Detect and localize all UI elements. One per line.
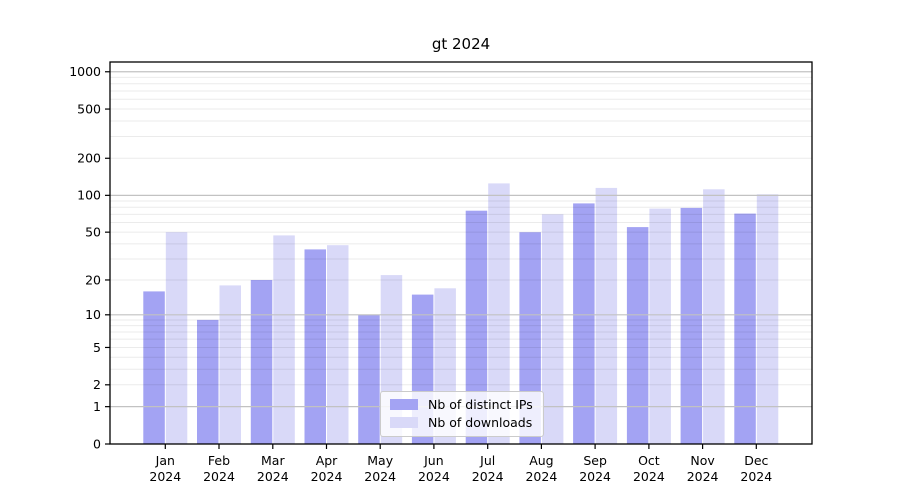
y-tick-label: 10	[85, 307, 101, 322]
bar-distinct-ips-feb	[197, 319, 219, 444]
x-tick-label-year: 2024	[579, 469, 611, 484]
bar-distinct-ips-jan	[143, 291, 165, 444]
bar-distinct-ips-jul	[465, 210, 488, 444]
x-tick-label-year: 2024	[525, 469, 557, 484]
x-tick-label-year: 2024	[740, 469, 772, 484]
bar-downloads-jan	[165, 232, 188, 444]
x-tick-label-month: Dec	[744, 453, 768, 468]
bar-distinct-ips-dec	[734, 213, 756, 444]
bar-downloads-dec	[756, 194, 779, 444]
x-tick-label-month: Apr	[316, 453, 338, 468]
x-tick-label-month: Feb	[208, 453, 230, 468]
y-tick-label: 50	[85, 225, 101, 240]
x-tick-label-year: 2024	[203, 469, 235, 484]
y-tick-label: 2	[93, 377, 101, 392]
y-tick-label: 1000	[69, 64, 101, 79]
x-tick-label-year: 2024	[418, 469, 450, 484]
legend-swatch	[390, 417, 418, 428]
y-tick-label: 100	[77, 188, 101, 203]
x-tick-label-month: Jan	[155, 453, 175, 468]
x-tick-label-year: 2024	[311, 469, 343, 484]
legend-label: Nb of downloads	[428, 415, 533, 430]
x-tick-label-year: 2024	[687, 469, 719, 484]
bar-distinct-ips-may	[358, 314, 380, 444]
legend-item-distinct-ips: Nb of distinct IPs	[390, 397, 533, 412]
y-tick-label: 20	[85, 272, 101, 287]
x-tick-label-month: Aug	[529, 453, 553, 468]
x-tick-label-year: 2024	[364, 469, 396, 484]
x-tick-label-year: 2024	[472, 469, 504, 484]
x-tick-label-month: Jul	[479, 453, 495, 468]
bar-downloads-nov	[703, 189, 725, 444]
bar-distinct-ips-apr	[304, 249, 326, 444]
bar-distinct-ips-nov	[680, 207, 703, 444]
legend-item-downloads: Nb of downloads	[390, 415, 533, 430]
legend-swatch	[390, 399, 418, 410]
plot-frame	[109, 61, 813, 445]
chart-title: gt 2024	[431, 35, 491, 53]
y-tick-label: 200	[77, 151, 101, 166]
legend: Nb of distinct IPs Nb of downloads	[380, 391, 544, 437]
y-tick-label: 0	[93, 436, 101, 451]
x-tick-label-year: 2024	[149, 469, 181, 484]
bar-downloads-aug	[541, 214, 564, 444]
x-tick-label-month: Jun	[423, 453, 444, 468]
bar-downloads-apr	[327, 245, 349, 444]
bar-downloads-mar	[273, 235, 295, 444]
x-tick-label-year: 2024	[257, 469, 289, 484]
bar-downloads-jul	[488, 183, 510, 444]
x-tick-label-month: Nov	[690, 453, 715, 468]
x-tick-label-month: Mar	[261, 453, 285, 468]
bar-downloads-sep	[595, 187, 618, 444]
legend-label: Nb of distinct IPs	[428, 397, 533, 412]
bar-distinct-ips-sep	[573, 203, 595, 444]
bar-downloads-oct	[649, 208, 671, 444]
bar-distinct-ips-oct	[626, 227, 649, 444]
bar-downloads-feb	[219, 285, 241, 444]
x-tick-label-month: Sep	[583, 453, 607, 468]
y-tick-label: 500	[77, 101, 101, 116]
y-tick-label: 1	[93, 399, 101, 414]
y-tick-label: 5	[93, 340, 101, 355]
bar-distinct-ips-mar	[250, 280, 273, 444]
x-tick-label-year: 2024	[633, 469, 665, 484]
x-tick-label-month: Oct	[638, 453, 660, 468]
x-tick-label-month: May	[367, 453, 393, 468]
